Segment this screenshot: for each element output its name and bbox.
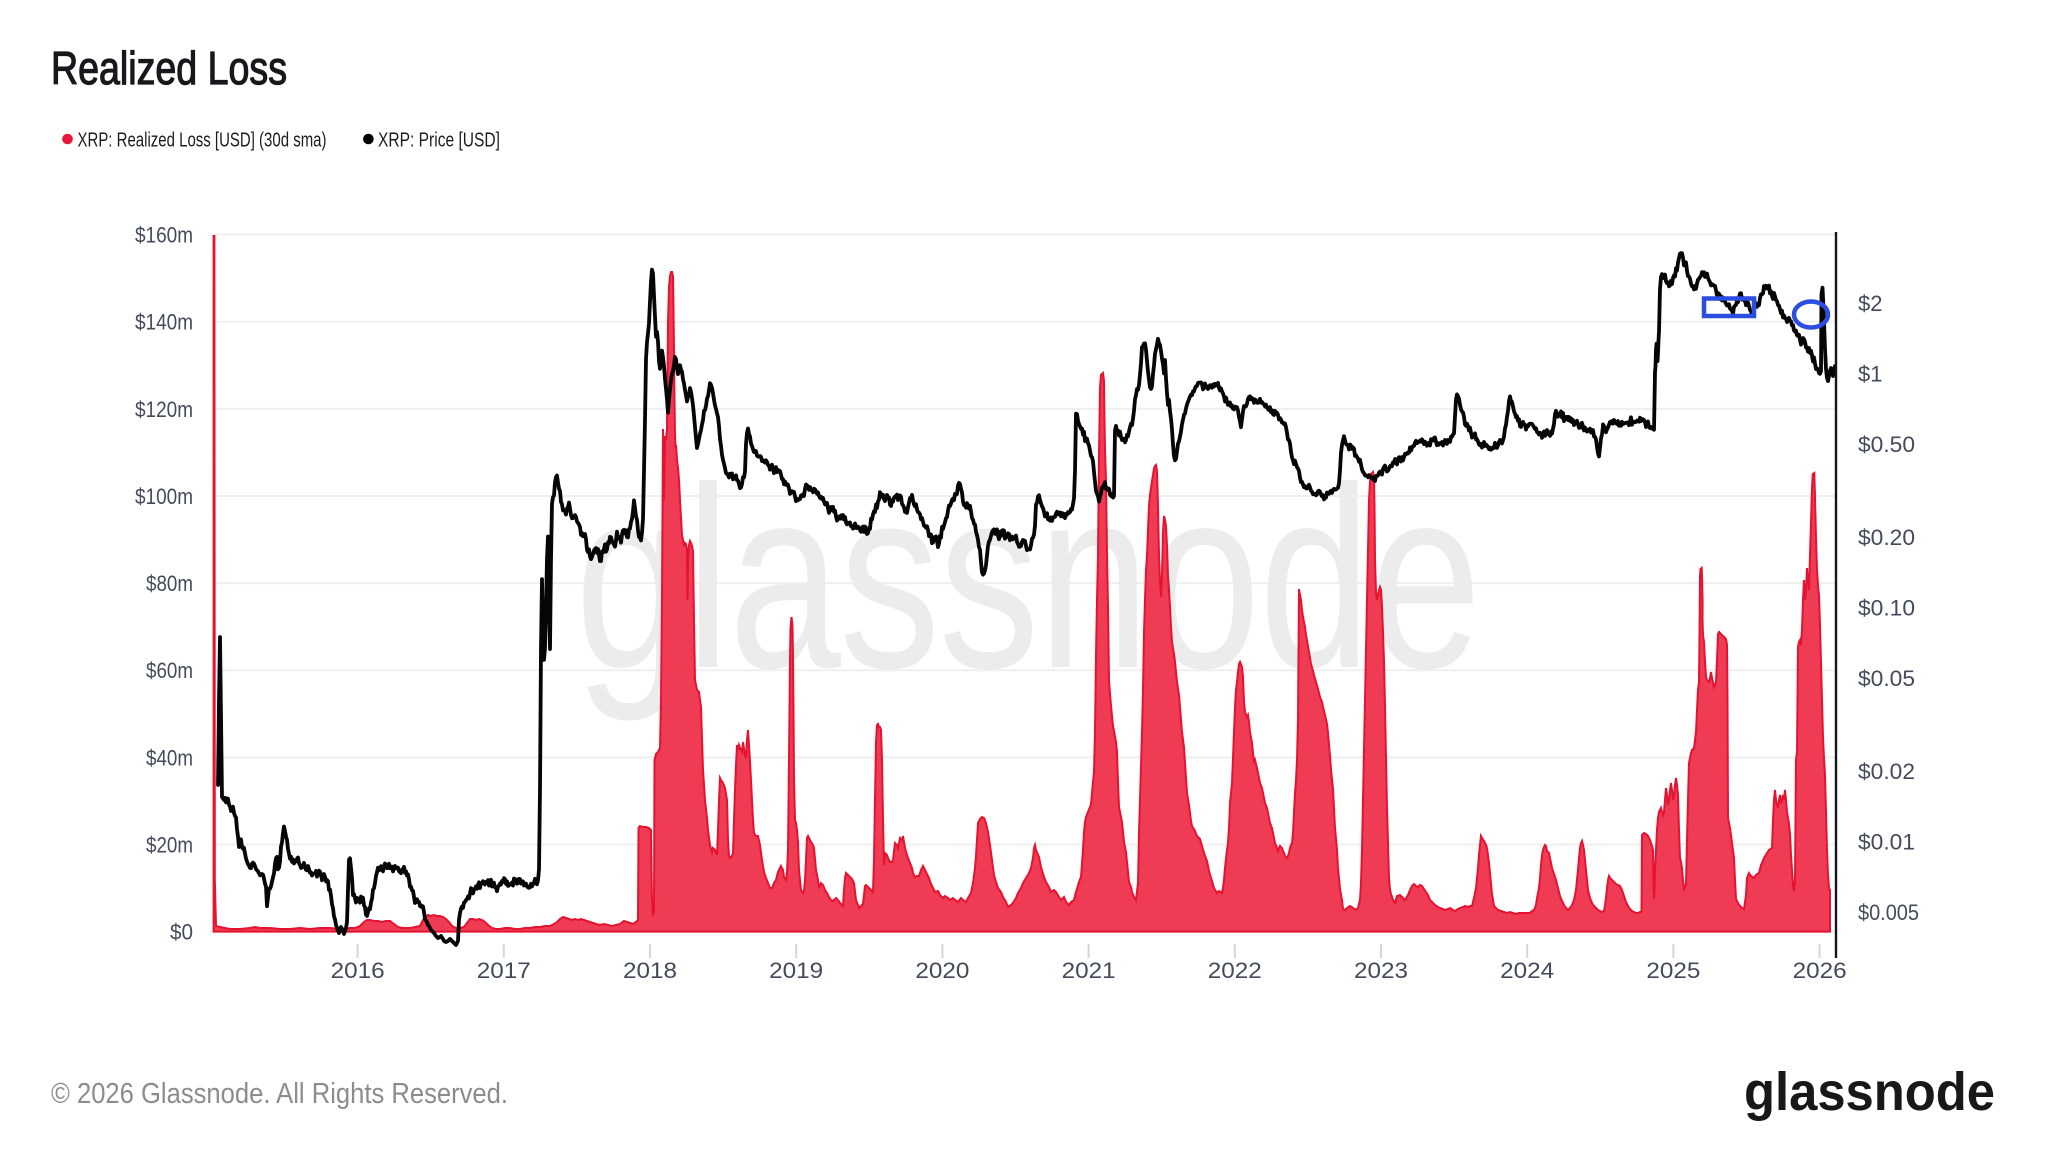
svg-text:2022: 2022 xyxy=(1208,958,1262,983)
svg-text:2025: 2025 xyxy=(1646,958,1700,983)
svg-text:$120m: $120m xyxy=(135,397,193,422)
svg-text:$20m: $20m xyxy=(146,833,193,858)
svg-text:$80m: $80m xyxy=(146,571,193,596)
svg-text:2018: 2018 xyxy=(623,958,677,983)
svg-text:$0.10: $0.10 xyxy=(1858,596,1915,621)
svg-text:glassnode: glassnode xyxy=(575,433,1480,723)
svg-text:$0.50: $0.50 xyxy=(1858,432,1915,457)
svg-text:XRP: Realized Loss [USD] (30d: XRP: Realized Loss [USD] (30d sma) xyxy=(78,130,327,152)
svg-text:$160m: $160m xyxy=(135,223,193,248)
svg-text:2019: 2019 xyxy=(769,958,823,983)
svg-text:$2: $2 xyxy=(1858,291,1882,316)
svg-text:2021: 2021 xyxy=(1062,958,1116,983)
svg-text:$0.005: $0.005 xyxy=(1858,900,1919,925)
svg-text:2017: 2017 xyxy=(477,958,531,983)
svg-text:$0.20: $0.20 xyxy=(1858,525,1915,550)
svg-text:glassnode: glassnode xyxy=(1744,1062,1995,1122)
svg-text:$100m: $100m xyxy=(135,484,193,509)
svg-text:© 2026 Glassnode. All Rights R: © 2026 Glassnode. All Rights Reserved. xyxy=(51,1078,508,1110)
svg-text:2023: 2023 xyxy=(1354,958,1408,983)
svg-text:$40m: $40m xyxy=(146,745,193,770)
svg-text:$60m: $60m xyxy=(146,658,193,683)
svg-text:$0.05: $0.05 xyxy=(1858,666,1915,691)
svg-text:$140m: $140m xyxy=(135,310,193,335)
svg-text:2016: 2016 xyxy=(331,958,385,983)
svg-text:$0.02: $0.02 xyxy=(1858,759,1915,784)
svg-text:2020: 2020 xyxy=(915,958,969,983)
svg-text:$0: $0 xyxy=(170,920,193,945)
svg-text:$0.01: $0.01 xyxy=(1858,830,1915,855)
svg-text:2024: 2024 xyxy=(1500,958,1554,983)
svg-text:$1: $1 xyxy=(1858,362,1882,387)
svg-text:XRP: Price [USD]: XRP: Price [USD] xyxy=(378,130,500,152)
svg-text:2026: 2026 xyxy=(1793,958,1847,983)
svg-text:Realized Loss: Realized Loss xyxy=(51,42,287,94)
